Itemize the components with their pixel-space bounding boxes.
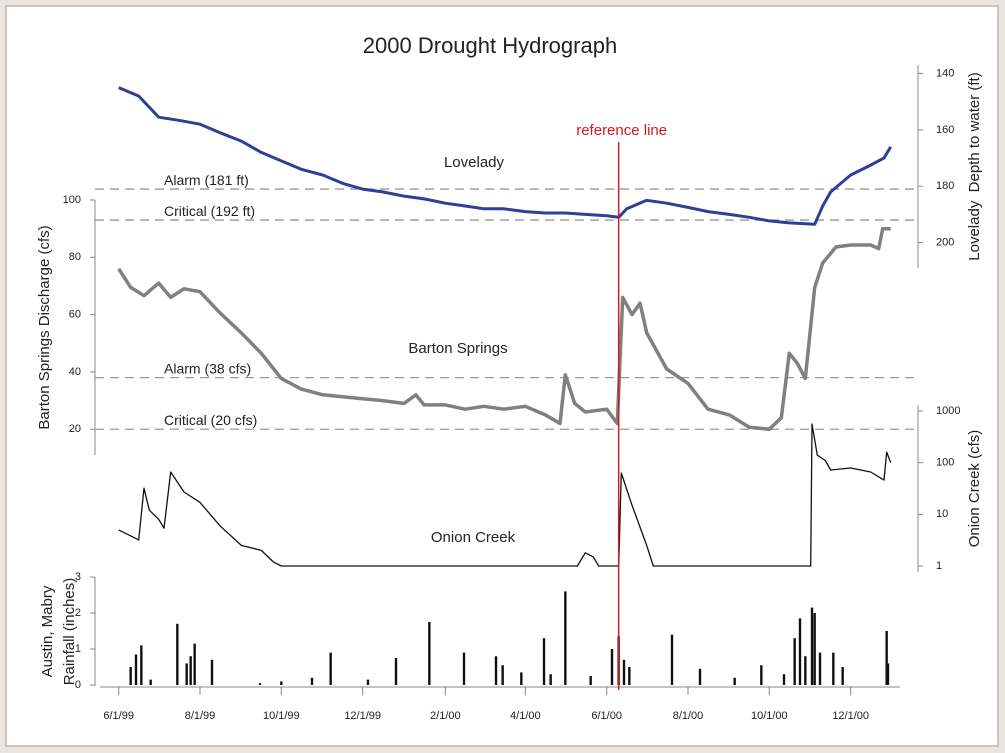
y-tick-label: 100 [936, 457, 954, 469]
bar [804, 656, 807, 685]
panel [5, 5, 999, 747]
bar [140, 645, 143, 685]
bar [818, 652, 822, 685]
bar [810, 607, 814, 685]
x-tick-label: 4/1/00 [510, 710, 541, 722]
bar [428, 622, 431, 685]
y-tick-label: 20 [69, 423, 81, 435]
bar [698, 668, 702, 685]
bar [549, 674, 552, 685]
bar [793, 638, 796, 685]
bar [258, 683, 262, 685]
bar [366, 679, 370, 685]
y-tick-label: 140 [936, 67, 954, 79]
bar [394, 658, 398, 685]
bar [589, 676, 592, 685]
bar [310, 677, 314, 685]
y-tick-label: 200 [936, 237, 954, 249]
bar [494, 656, 498, 685]
bar [134, 654, 138, 685]
bar [189, 656, 192, 685]
bar [149, 679, 152, 685]
chart-title: 2000 Drought Hydrograph [363, 33, 617, 58]
bar [564, 591, 567, 685]
bar [628, 667, 631, 685]
y-axis-label: Barton Springs Discharge (cfs) [36, 225, 53, 429]
reference-label: reference line [576, 122, 667, 139]
bar [129, 667, 132, 685]
y-tick-label: 80 [69, 251, 81, 263]
threshold-label: Alarm (38 cfs) [164, 360, 251, 376]
bar [886, 663, 890, 685]
threshold-label: Critical (20 cfs) [164, 412, 257, 428]
x-tick-label: 2/1/00 [430, 710, 461, 722]
bar [280, 681, 283, 685]
y-tick-label: 60 [69, 309, 81, 321]
x-tick-label: 10/1/99 [263, 710, 300, 722]
bar [832, 652, 835, 685]
y-tick-label: 1000 [936, 405, 960, 417]
bar [542, 638, 546, 685]
bar [329, 652, 332, 685]
y-axis-label: Lovelady Depth to water (ft) [966, 72, 983, 260]
bar [462, 652, 466, 685]
bar [185, 663, 188, 685]
y-tick-label: 1 [75, 643, 81, 655]
threshold-label: Alarm (181 ft) [164, 172, 249, 188]
y-tick-label: 160 [936, 124, 954, 136]
series-line [117, 226, 891, 431]
bar [520, 672, 523, 685]
y-tick-label: 3 [75, 571, 81, 583]
x-tick-label: 6/1/00 [591, 710, 622, 722]
series-label: Barton Springs [408, 340, 507, 357]
y-tick-label: 100 [63, 194, 81, 206]
y-tick-label: 0 [75, 679, 81, 691]
bar [622, 659, 626, 685]
y-tick-label: 180 [936, 180, 954, 192]
series-line [118, 423, 892, 567]
bar [176, 623, 179, 685]
bar [210, 659, 214, 685]
bar [813, 613, 816, 685]
bar [841, 667, 844, 685]
y-tick-label: 1 [936, 560, 942, 572]
bar [782, 674, 786, 685]
bar [193, 643, 196, 685]
bar [670, 634, 674, 685]
threshold-label: Critical (192 ft) [164, 203, 255, 219]
y-tick-label: 2 [75, 607, 81, 619]
x-tick-label: 12/1/99 [344, 710, 381, 722]
x-tick-label: 12/1/00 [832, 710, 869, 722]
y-tick-label: 40 [69, 366, 81, 378]
x-tick-label: 6/1/99 [103, 710, 134, 722]
bar [501, 665, 504, 685]
bar [885, 631, 888, 685]
x-tick-label: 8/1/00 [673, 710, 704, 722]
bar [760, 665, 763, 685]
y-axis-label: Onion Creek (cfs) [966, 430, 983, 548]
bar [798, 618, 802, 685]
series-line [118, 86, 892, 226]
y-axis-label: Rainfall (inches) [61, 578, 78, 686]
bar [733, 677, 736, 685]
y-tick-label: 10 [936, 508, 948, 520]
bar [610, 649, 614, 685]
series-label: Lovelady [444, 154, 505, 171]
y-axis-label: Austin, Mabry [39, 585, 56, 677]
x-tick-label: 8/1/99 [185, 710, 216, 722]
x-tick-label: 10/1/00 [751, 710, 788, 722]
series-label: Onion Creek [431, 529, 516, 546]
